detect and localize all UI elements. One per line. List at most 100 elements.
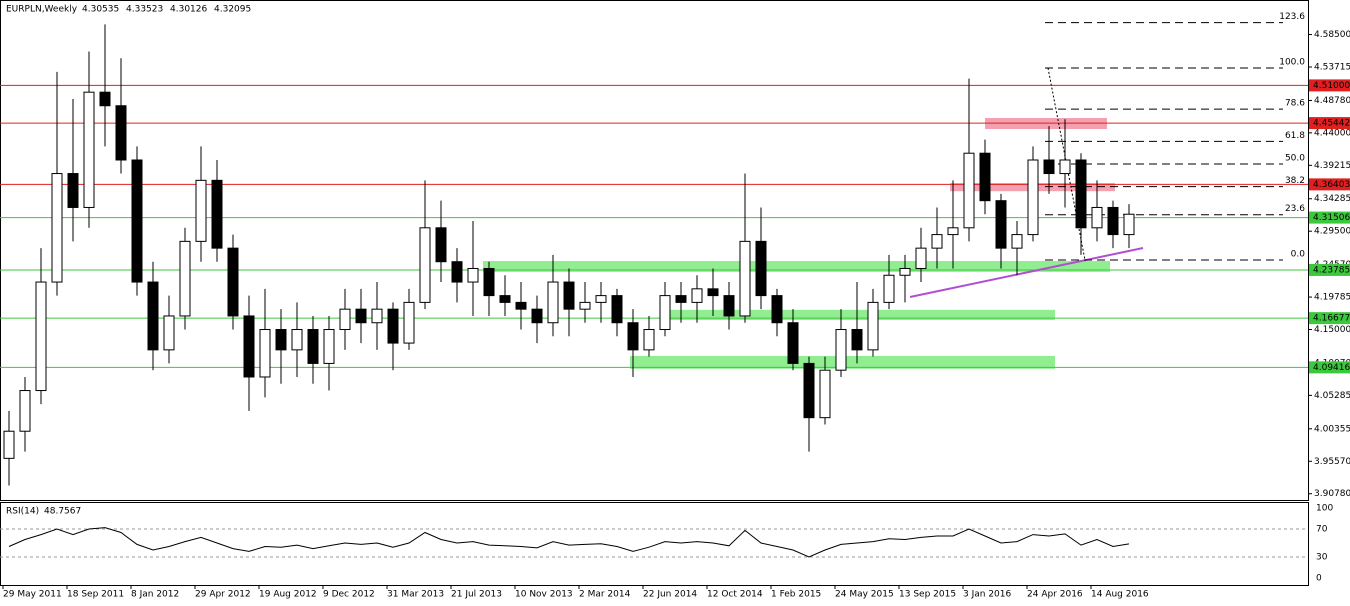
candle-body (883, 274, 895, 303)
candle-body (355, 308, 367, 324)
y-tick-label: 3.95570 (1314, 457, 1350, 467)
x-tick-label: 2 Mar 2014 (579, 590, 631, 600)
candle-body (467, 267, 479, 283)
x-tick-label: 14 Aug 2016 (1091, 590, 1149, 600)
price-box-label: 4.45442 (1313, 119, 1350, 129)
candle-body (531, 308, 543, 324)
candle-body (659, 295, 671, 331)
candle-body (195, 179, 207, 242)
x-tick-label: 1 Feb 2015 (771, 590, 821, 600)
candle-body (163, 315, 175, 351)
fib-label: 61.8 (1285, 131, 1305, 141)
candle-body (915, 247, 927, 269)
price-box (1309, 361, 1350, 374)
x-tick-label: 22 Jun 2014 (643, 590, 697, 600)
fib-label: 123.6 (1279, 12, 1305, 22)
symbol: EURPLN,Weekly (6, 5, 78, 15)
x-tick-label: 24 Apr 2016 (1027, 590, 1083, 600)
candle-body (707, 288, 719, 297)
candle-body (259, 329, 271, 378)
candle-body (963, 152, 975, 229)
candle-body (787, 322, 799, 364)
candle-body (323, 329, 335, 364)
candle-body (243, 315, 255, 378)
y-tick-label: 4.44000 (1314, 128, 1350, 138)
candle-body (387, 308, 399, 344)
candle-body (99, 91, 111, 107)
candle-body (867, 301, 879, 351)
candle-body (995, 200, 1007, 249)
fib-label: 50.0 (1285, 153, 1305, 163)
candle-body (515, 301, 527, 310)
candle-body (1075, 159, 1087, 229)
candle-body (547, 281, 559, 324)
candle-body (83, 91, 95, 208)
x-tick-label: 13 Sep 2015 (899, 590, 956, 600)
rsi-name: RSI(14) (6, 507, 39, 517)
y-tick-label: 4.53715 (1314, 62, 1350, 72)
candle-body (1027, 159, 1039, 236)
price-box (1309, 79, 1350, 92)
candle-body (803, 362, 815, 419)
rsi-last: 48.7567 (44, 507, 81, 517)
candle-body (1091, 206, 1103, 229)
candle-body (499, 295, 511, 303)
price-box-label: 4.36403 (1313, 180, 1350, 190)
rsi-panel (0, 502, 1309, 586)
x-tick-label: 29 Apr 2012 (195, 590, 251, 600)
candle-body (451, 261, 463, 283)
price-box (1309, 312, 1350, 325)
candle-body (1011, 234, 1023, 249)
y-tick-label: 4.00355 (1314, 424, 1350, 434)
price-box-label: 4.23785 (1313, 265, 1350, 275)
header-price: 4.33523 (126, 5, 163, 15)
y-tick-label: 4.48780 (1314, 96, 1350, 106)
zone (483, 261, 1110, 272)
candle-body (851, 329, 863, 351)
candle-body (339, 308, 351, 331)
price-box-label: 4.31506 (1313, 213, 1350, 223)
x-tick-label: 19 Aug 2012 (259, 590, 317, 600)
zone (670, 309, 1055, 321)
price-box (1309, 178, 1350, 191)
rsi-tick-label: 0 (1316, 574, 1322, 584)
candle-body (611, 295, 623, 324)
candle-body (931, 234, 943, 249)
candle-body (19, 390, 31, 432)
fib-label: 38.2 (1285, 176, 1305, 186)
candle-body (131, 159, 143, 283)
y-tick-label: 4.19785 (1314, 293, 1350, 303)
candle-body (723, 295, 735, 317)
candle-body (563, 281, 575, 310)
candle-body (835, 329, 847, 371)
candle-body (579, 301, 591, 310)
candle-body (371, 308, 383, 324)
price-box (1309, 263, 1350, 276)
x-tick-label: 24 May 2015 (835, 590, 894, 600)
candle-body (947, 227, 959, 236)
x-tick-label: 21 Jul 2013 (451, 590, 502, 600)
candle-body (755, 240, 767, 297)
x-tick-label: 29 May 2011 (3, 590, 62, 600)
x-tick-label: 10 Nov 2013 (515, 590, 573, 600)
y-tick-label: 4.05285 (1314, 391, 1350, 401)
candle-body (3, 430, 15, 459)
candle-body (691, 288, 703, 303)
candle-body (483, 267, 495, 297)
candle-body (275, 329, 287, 351)
candle-body (435, 227, 447, 263)
candle-body (739, 240, 751, 317)
candle-body (819, 369, 831, 419)
fib-label: 23.6 (1285, 204, 1305, 214)
y-tick-label: 4.29500 (1314, 227, 1350, 237)
y-tick-label: 3.90780 (1314, 489, 1350, 499)
candle-body (643, 329, 655, 351)
y-tick-label: 4.58500 (1314, 30, 1350, 40)
main-panel (0, 0, 1309, 501)
price-box-label: 4.09416 (1313, 363, 1350, 373)
header-price: 4.32095 (214, 5, 251, 15)
rsi-tick-label: 30 (1316, 553, 1328, 563)
x-tick-label: 9 Dec 2012 (323, 590, 375, 600)
rsi-tick-label: 100 (1316, 504, 1333, 514)
